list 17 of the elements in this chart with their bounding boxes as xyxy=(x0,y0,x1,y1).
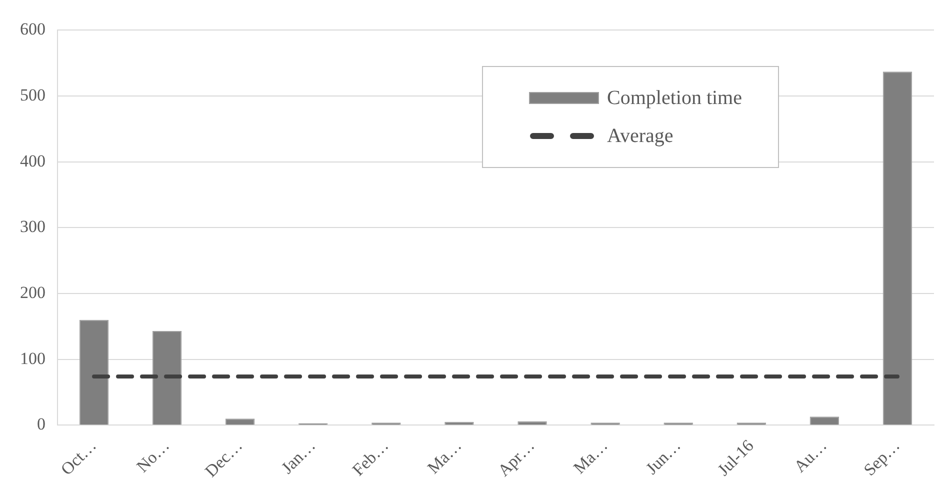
x-tick-label: Jun… xyxy=(642,436,684,478)
x-tick-label: Ma… xyxy=(424,436,466,478)
x-tick-label: Sep… xyxy=(860,436,904,480)
y-tick-label: 600 xyxy=(20,20,46,39)
y-tick-label: 0 xyxy=(37,414,46,434)
x-tick-label: Jan… xyxy=(278,436,320,478)
x-tick-label: No… xyxy=(132,436,174,476)
x-tick-label: Au… xyxy=(790,436,830,476)
legend-label: Completion time xyxy=(607,86,742,110)
y-tick-label: 400 xyxy=(20,151,46,170)
y-tick-label: 100 xyxy=(20,348,46,368)
y-tick-label: 300 xyxy=(20,217,46,236)
x-tick-label: Oct… xyxy=(57,436,100,479)
y-tick-label: 200 xyxy=(20,283,46,302)
y-tick-label: 500 xyxy=(20,86,46,104)
legend-label: Average xyxy=(607,124,674,148)
x-tick-label: Ma… xyxy=(570,436,612,478)
